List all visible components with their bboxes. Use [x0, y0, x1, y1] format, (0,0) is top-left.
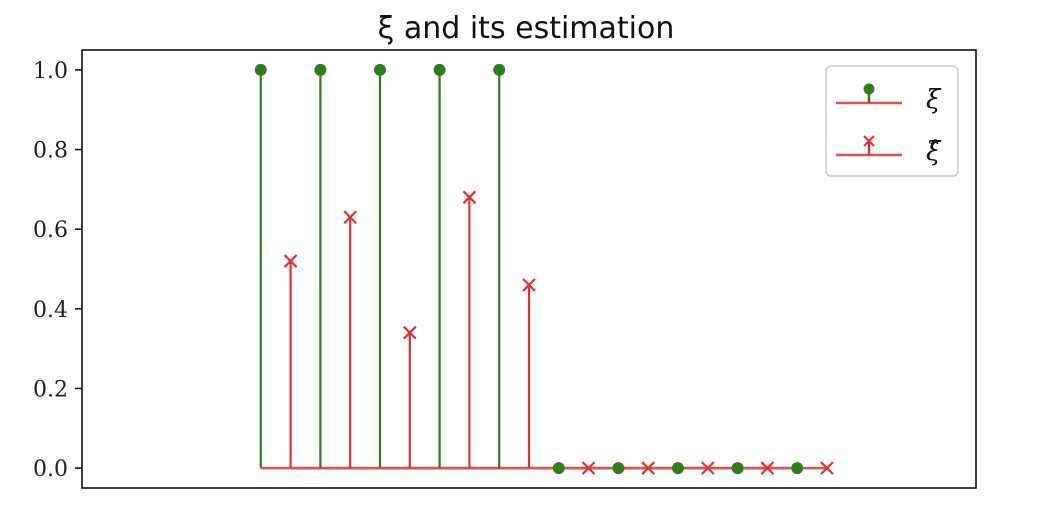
circle-marker-icon — [863, 83, 875, 95]
legend-entry-xi: ξ — [836, 83, 942, 115]
stem-marker-xi-hat — [641, 461, 655, 475]
legend-label-xi: ξ — [926, 85, 942, 115]
y-tick-label: 0.8 — [33, 139, 68, 164]
stem-marker-xi — [374, 63, 386, 76]
chart-title: ξ and its estimation — [378, 11, 675, 46]
legend: ξ ξ̂ — [825, 65, 959, 177]
stem-marker-xi-hat — [581, 461, 596, 475]
y-tick-label: 0.4 — [33, 298, 68, 323]
stem-marker-xi — [731, 462, 744, 475]
stem-marker-xi — [493, 63, 506, 76]
stem-marker-xi-hat — [403, 325, 417, 340]
stem-marker-xi-hat — [522, 278, 536, 292]
y-tick-label: 1.0 — [33, 59, 68, 84]
y-tick-label: 0.2 — [33, 377, 68, 402]
stem-marker-xi-hat — [760, 461, 775, 475]
x-marker-icon — [863, 135, 875, 147]
stem-marker-xi — [672, 462, 684, 475]
y-tick-label: 0.6 — [33, 218, 68, 243]
stem-marker-xi-hat — [462, 190, 477, 205]
stem-marker-xi — [314, 63, 327, 76]
stem-marker-xi — [433, 63, 446, 76]
stem-marker-xi-hat — [820, 461, 834, 475]
stem-marker-xi — [254, 63, 267, 76]
y-tick-label: 0.0 — [33, 457, 68, 482]
stem-marker-xi — [791, 462, 804, 475]
stem-marker-xi-hat — [343, 210, 357, 225]
legend-label-xi-hat: ξ̂ — [926, 137, 942, 167]
stem-marker-xi — [552, 462, 565, 475]
legend-box — [825, 65, 959, 177]
y-axis: 0.0 0.2 0.4 0.6 0.8 1.0 — [33, 59, 82, 482]
stem-marker-xi-hat — [283, 254, 298, 268]
stem-series — [254, 63, 834, 475]
stem-marker-xi-hat — [701, 461, 715, 475]
stem-marker-xi — [612, 462, 625, 475]
legend-entry-xi-hat: ξ̂ — [836, 135, 942, 167]
